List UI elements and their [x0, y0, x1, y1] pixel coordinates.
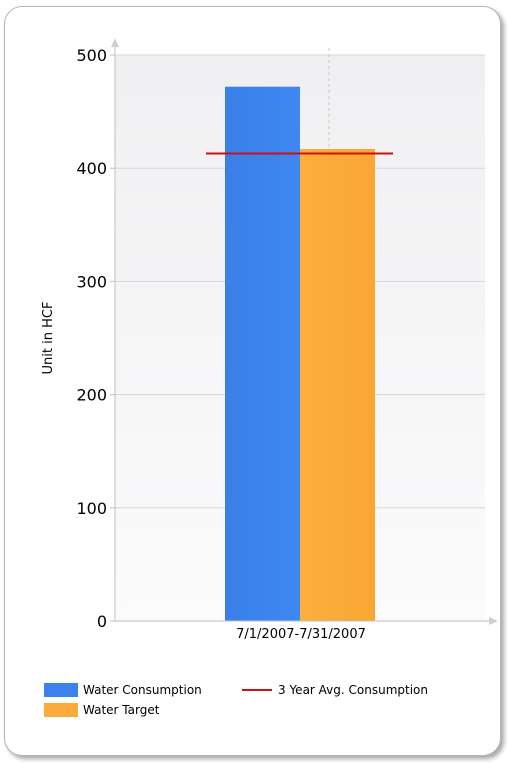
y-tick-label-500: 500: [76, 46, 107, 65]
x-axis-arrow: [489, 617, 498, 625]
legend-swatch-water-consumption: [44, 683, 78, 697]
y-tick-label-400: 400: [76, 159, 107, 178]
y-tick-label-300: 300: [76, 272, 107, 291]
bars: [225, 86, 375, 622]
legend-label-water-consumption: Water Consumption: [83, 683, 202, 697]
legend-label-avg-consumption: 3 Year Avg. Consumption: [278, 683, 428, 697]
legend-item-water-target: Water Target: [44, 703, 159, 717]
legend-item-avg-consumption: 3 Year Avg. Consumption: [242, 683, 428, 697]
y-axis-arrow: [111, 38, 119, 47]
legend: Water Consumption 3 Year Avg. Consumptio…: [44, 683, 484, 723]
x-tick-label: 7/1/2007-7/31/2007: [236, 627, 366, 642]
legend-swatch-water-target: [44, 703, 78, 717]
y-tick-label-100: 100: [76, 499, 107, 518]
legend-swatch-avg-consumption: [242, 689, 272, 691]
bar-water-target: [300, 148, 375, 621]
y-tick-label-0: 0: [97, 612, 107, 631]
bar-water-consumption: [225, 86, 300, 622]
legend-label-water-target: Water Target: [83, 703, 160, 717]
y-tick-label-200: 200: [76, 386, 107, 405]
legend-item-water-consumption: Water Consumption: [44, 683, 202, 697]
y-axis-label: Unit in HCF: [41, 302, 56, 375]
y-tick-labels: 0 100 200 300 400 500: [76, 46, 115, 631]
